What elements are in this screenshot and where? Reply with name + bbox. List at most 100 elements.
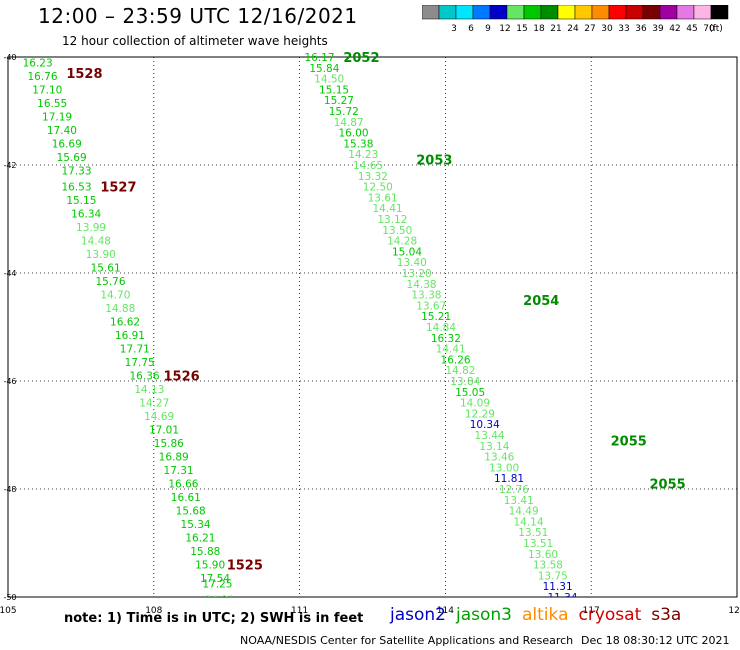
swh-value-label: 17.54: [200, 573, 230, 585]
swh-value-label: 14.38: [407, 279, 437, 291]
swh-value-label: 13.51: [523, 538, 553, 550]
color-bin-label: 70: [703, 24, 715, 33]
swh-value-label: 14.23: [348, 149, 378, 161]
color-bin-label: 30: [601, 24, 613, 33]
swh-value-label: 15.69: [57, 152, 87, 164]
pass-number-label: 2052: [343, 51, 379, 66]
color-bin-label: 39: [652, 24, 664, 33]
swh-value-label: 14.70: [100, 290, 130, 302]
swh-value-label: 13.51: [518, 527, 548, 539]
swh-value-label: 13.00: [489, 462, 519, 474]
swh-value-label: 15.72: [329, 106, 359, 118]
swh-value-label: 15.04: [392, 246, 422, 258]
credit-line: NOAA/NESDIS Center for Satellite Applica…: [240, 634, 574, 647]
swh-value-label: 16.17: [304, 52, 334, 64]
swh-value-label: 15.34: [181, 519, 211, 531]
swh-value-label: 13.60: [528, 549, 558, 561]
swh-value-label: 13.38: [411, 290, 441, 302]
swh-value-label: 13.44: [475, 430, 505, 442]
swh-value-label: 11.31: [543, 581, 573, 593]
x-tick-label: 117: [583, 606, 600, 616]
swh-value-label: 14.21: [205, 595, 235, 607]
swh-value-label: 14.48: [81, 236, 111, 248]
swh-value-label: 13.40: [397, 257, 427, 269]
swh-value-label: 14.41: [373, 203, 403, 215]
swh-value-label: 16.89: [159, 452, 189, 464]
swh-value-label: 17.31: [164, 465, 194, 477]
chart-title: 12:00 – 23:59 UTC 12/16/2021: [38, 4, 358, 28]
swh-value-label: 16.55: [37, 98, 67, 110]
swh-value-label: 11.81: [494, 473, 524, 485]
x-tick-label: 105: [0, 606, 17, 616]
legend-entry-s3a: s3a: [651, 605, 682, 625]
color-bin-label: 3: [451, 24, 457, 33]
color-bin-label: 6: [468, 24, 474, 33]
swh-value-label: 17.19: [42, 111, 72, 123]
x-tick-label: 120: [728, 606, 740, 616]
swh-value-label: 14.09: [460, 398, 490, 410]
legend-entry-cryosat: cryosat: [578, 605, 642, 625]
y-tick-label: -40: [3, 53, 16, 62]
swh-value-label: 13.50: [382, 225, 412, 237]
color-bin-label: 21: [550, 24, 561, 33]
swh-value-label: 17.71: [120, 344, 150, 356]
swh-value-label: 13.46: [484, 452, 514, 464]
swh-value-label: 16.23: [23, 57, 53, 69]
color-scale-bar: 3 6 9 12 15 18 21 24 27 30 33 36 39 42 45 70(ft): [422, 5, 729, 33]
pass-number-label: 1526: [164, 370, 200, 385]
swh-value-label: 14.88: [105, 303, 135, 315]
swh-value-label: 16.76: [27, 71, 57, 83]
swh-value-label: 14.13: [134, 384, 164, 396]
swh-value-label: 14.87: [334, 117, 364, 129]
pass-number-label: 1528: [66, 67, 102, 82]
swh-value-label: 15.61: [91, 263, 121, 275]
swh-value-label: 16.53: [61, 182, 91, 194]
pass-number-label: 2054: [523, 294, 559, 309]
swh-value-label: 14.65: [353, 160, 383, 172]
swh-value-label: 15.15: [319, 84, 349, 96]
y-tick-label: -44: [3, 269, 16, 278]
swh-value-label: 17.10: [32, 84, 62, 96]
color-bin-label: 15: [516, 24, 527, 33]
x-tick-label: 111: [291, 606, 308, 616]
color-bin: [710, 5, 729, 20]
swh-value-label: 15.86: [154, 438, 184, 450]
swh-value-label: 15.90: [195, 560, 225, 572]
swh-value-label: 13.20: [402, 268, 432, 280]
swh-value-label: 15.15: [66, 195, 96, 207]
y-tick-label: -50: [3, 593, 16, 602]
swh-value-label: 15.38: [343, 138, 373, 150]
swh-value-label: 14.50: [314, 74, 344, 86]
swh-value-label: 13.61: [368, 192, 398, 204]
swh-value-label: 11.34: [547, 592, 577, 604]
swh-value-label: 15.84: [309, 63, 339, 75]
swh-value-label: 15.76: [95, 276, 125, 288]
swh-value-label: 13.90: [86, 249, 116, 261]
swh-value-label: 17.25: [202, 579, 232, 591]
swh-value-label: 16.34: [71, 209, 101, 221]
swh-value-label: 15.05: [455, 387, 485, 399]
swh-value-label: 17.33: [61, 165, 91, 177]
pass-number-label: 1527: [100, 181, 136, 196]
swh-value-label: 13.41: [504, 495, 534, 507]
swh-value-label: 13.84: [450, 376, 480, 388]
legend-entry-jason3: jason3: [456, 605, 512, 625]
credit-timestamp: Dec 18 08:30:12 UTC 2021: [581, 634, 730, 647]
x-tick-label: 114: [437, 606, 454, 616]
color-bin-label: 27: [584, 24, 595, 33]
swh-value-label: 13.32: [358, 171, 388, 183]
swh-value-label: 15.21: [421, 311, 451, 323]
y-tick-label: -48: [3, 485, 16, 494]
swh-value-label: 12.50: [363, 182, 393, 194]
plot-frame: [7, 56, 738, 598]
swh-value-label: 13.12: [377, 214, 407, 226]
color-bin-label: 36: [635, 24, 647, 33]
swh-value-label: 14.69: [144, 411, 174, 423]
swh-value-label: 16.26: [441, 354, 471, 366]
swh-value-label: 15.68: [176, 506, 206, 518]
swh-value-label: 10.34: [470, 419, 500, 431]
satellite-legend: jason2 jason3 altika cryosat s3a: [390, 605, 691, 625]
swh-value-label: 15.27: [324, 95, 354, 107]
